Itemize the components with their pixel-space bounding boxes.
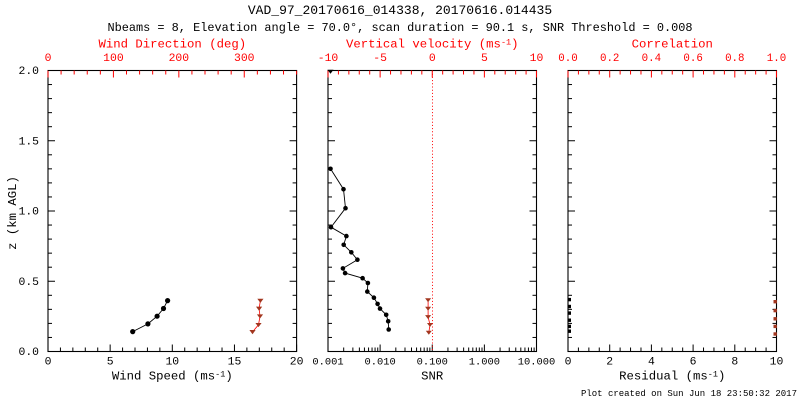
svg-text:Plot created on Sun Jun 18 23:: Plot created on Sun Jun 18 23:50:32 2017 — [581, 389, 797, 399]
svg-text:0.2: 0.2 — [600, 53, 619, 65]
svg-text:4: 4 — [648, 357, 655, 369]
svg-text:1.000: 1.000 — [469, 357, 500, 369]
svg-text:20: 20 — [290, 357, 304, 369]
svg-text:z (km AGL): z (km AGL) — [6, 176, 20, 250]
svg-text:2: 2 — [606, 357, 613, 369]
svg-text:0.001: 0.001 — [312, 357, 343, 369]
svg-text:1.0: 1.0 — [18, 207, 39, 219]
svg-text:10.000: 10.000 — [518, 357, 555, 369]
svg-text:SNR: SNR — [421, 370, 444, 384]
svg-text:5: 5 — [107, 357, 114, 369]
svg-text:0: 0 — [45, 53, 52, 65]
svg-text:Correlation: Correlation — [632, 38, 713, 52]
svg-text:1.5: 1.5 — [18, 136, 39, 148]
svg-text:Wind Direction (deg): Wind Direction (deg) — [99, 38, 247, 52]
svg-text:2.0: 2.0 — [18, 66, 39, 78]
svg-text:VAD_97_20170616_014338, 201706: VAD_97_20170616_014338, 20170616.014435 — [248, 3, 552, 18]
svg-text:300: 300 — [234, 53, 255, 65]
svg-text:200: 200 — [169, 53, 190, 65]
svg-text:10: 10 — [530, 53, 544, 65]
svg-text:10: 10 — [165, 357, 179, 369]
svg-text:0.6: 0.6 — [683, 53, 702, 65]
svg-text:0.0: 0.0 — [558, 53, 577, 65]
svg-text:1.0: 1.0 — [767, 53, 786, 65]
svg-text:-5: -5 — [373, 53, 387, 65]
svg-text:0: 0 — [45, 357, 52, 369]
svg-text:Nbeams = 8, Elevation angle =: Nbeams = 8, Elevation angle = 70.0°, sca… — [107, 21, 692, 35]
svg-text:10: 10 — [770, 357, 784, 369]
svg-text:0.100: 0.100 — [417, 357, 448, 369]
svg-text:0.8: 0.8 — [725, 53, 744, 65]
svg-text:0: 0 — [429, 53, 436, 65]
svg-text:8: 8 — [731, 357, 738, 369]
svg-text:0: 0 — [565, 357, 572, 369]
svg-text:0.010: 0.010 — [365, 357, 396, 369]
svg-text:5: 5 — [481, 53, 488, 65]
svg-text:0.0: 0.0 — [18, 347, 39, 359]
svg-text:0.4: 0.4 — [642, 53, 661, 65]
svg-text:Wind Speed (ms-1): Wind Speed (ms-1) — [112, 370, 233, 384]
svg-text:6: 6 — [690, 357, 697, 369]
svg-text:100: 100 — [103, 53, 124, 65]
svg-text:Vertical velocity (ms-1): Vertical velocity (ms-1) — [346, 38, 519, 52]
svg-text:15: 15 — [228, 357, 242, 369]
svg-text:-10: -10 — [318, 53, 339, 65]
svg-text:0.5: 0.5 — [18, 277, 39, 289]
